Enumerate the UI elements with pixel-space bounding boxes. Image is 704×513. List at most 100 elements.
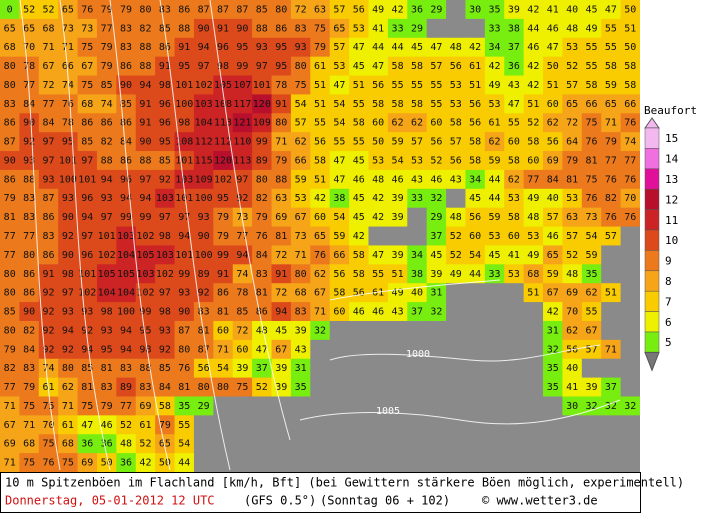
sea-cell bbox=[310, 415, 331, 435]
gust-cell bbox=[543, 56, 563, 77]
gust-cell bbox=[58, 226, 79, 246]
sea-cell bbox=[484, 339, 505, 360]
gust-value: 52 bbox=[42, 4, 54, 15]
legend-swatch bbox=[644, 188, 660, 210]
gust-cell bbox=[252, 94, 273, 114]
gust-cell bbox=[116, 339, 137, 360]
gust-value: 71 bbox=[217, 344, 229, 355]
gust-cell bbox=[155, 37, 176, 58]
gust-value: 79 bbox=[256, 212, 268, 223]
gust-cell bbox=[310, 226, 331, 246]
gust-value: 100 bbox=[195, 193, 213, 204]
gust-value: 76 bbox=[81, 4, 93, 15]
sea-cell bbox=[368, 226, 389, 246]
gust-cell bbox=[310, 113, 331, 133]
gust-cell bbox=[271, 0, 292, 20]
gust-value: 98 bbox=[159, 80, 171, 91]
gust-cell bbox=[562, 396, 583, 416]
sea-cell bbox=[426, 358, 447, 379]
gust-value: 43 bbox=[411, 174, 423, 185]
gust-cell bbox=[155, 188, 176, 209]
gust-cell bbox=[581, 396, 602, 416]
gust-value: 74 bbox=[42, 363, 54, 374]
gust-value: 29 bbox=[430, 212, 442, 223]
gust-value: 90 bbox=[178, 307, 190, 318]
gust-value: 80 bbox=[4, 61, 16, 72]
gust-cell bbox=[349, 245, 369, 265]
gust-value: 52 bbox=[450, 231, 462, 242]
gust-value: 48 bbox=[566, 23, 578, 34]
gust-cell bbox=[562, 358, 583, 379]
gust-value: 47 bbox=[508, 99, 520, 110]
gust-value: 87 bbox=[198, 344, 210, 355]
gust-value: 71 bbox=[62, 42, 74, 53]
gust-cell bbox=[426, 75, 447, 95]
gust-value: 80 bbox=[275, 4, 287, 15]
sea-cell bbox=[329, 358, 350, 379]
legend-label: 12 bbox=[665, 193, 678, 206]
gust-cell bbox=[135, 0, 156, 20]
gust-cell bbox=[562, 302, 583, 322]
gust-value: 92 bbox=[159, 174, 171, 185]
gust-value: 32 bbox=[430, 307, 442, 318]
gust-value: 47 bbox=[430, 42, 442, 53]
gust-cell bbox=[523, 264, 544, 284]
gust-value: 98 bbox=[101, 307, 113, 318]
gust-value: 42 bbox=[547, 307, 559, 318]
gust-cell bbox=[135, 132, 156, 152]
gust-cell bbox=[271, 56, 292, 77]
gust-cell bbox=[271, 377, 292, 397]
gust-value: 78 bbox=[236, 288, 248, 299]
gust-value: 72 bbox=[295, 4, 307, 15]
sea-cell bbox=[407, 377, 428, 397]
gust-cell bbox=[543, 94, 563, 114]
gust-cell bbox=[290, 188, 311, 209]
gust-cell bbox=[38, 151, 59, 171]
sea-cell bbox=[504, 415, 525, 435]
legend-swatch bbox=[644, 290, 660, 312]
sea-cell bbox=[446, 320, 466, 341]
gust-value: 76 bbox=[256, 231, 268, 242]
gust-value: 57 bbox=[295, 118, 307, 129]
gust-value: 56 bbox=[198, 363, 210, 374]
gust-cell bbox=[349, 207, 369, 228]
gust-cell bbox=[58, 56, 79, 77]
sea-cell bbox=[349, 377, 369, 397]
sea-cell bbox=[368, 320, 389, 341]
gust-value: 85 bbox=[256, 4, 268, 15]
gust-cell bbox=[543, 264, 563, 284]
gust-value: 56 bbox=[469, 118, 481, 129]
gust-value: 54 bbox=[295, 99, 307, 110]
gust-value: 51 bbox=[527, 99, 539, 110]
gust-value: 105 bbox=[98, 269, 116, 280]
legend-label: 14 bbox=[665, 153, 679, 166]
gust-value: 102 bbox=[156, 269, 174, 280]
gust-cell bbox=[290, 283, 311, 303]
gust-value: 61 bbox=[314, 61, 326, 72]
gust-cell bbox=[543, 37, 563, 58]
gust-cell bbox=[135, 18, 156, 39]
gust-value: 89 bbox=[120, 382, 132, 393]
gust-value: 93 bbox=[62, 307, 74, 318]
gust-value: 71 bbox=[4, 458, 16, 469]
gust-cell bbox=[193, 302, 214, 322]
gust-value: 101 bbox=[253, 80, 271, 91]
gust-value: 75 bbox=[236, 382, 248, 393]
gust-value: 84 bbox=[256, 250, 268, 261]
gust-cell bbox=[232, 94, 253, 114]
gust-value: 85 bbox=[236, 307, 248, 318]
gust-cell bbox=[38, 396, 59, 416]
gust-cell bbox=[116, 320, 137, 341]
gust-cell bbox=[387, 18, 408, 39]
gust-value: 42 bbox=[139, 458, 151, 469]
gust-value: 58 bbox=[333, 288, 345, 299]
gust-cell bbox=[368, 302, 389, 322]
gust-value: 48 bbox=[120, 439, 132, 450]
gust-value: 80 bbox=[4, 325, 16, 336]
gust-cell bbox=[368, 0, 389, 20]
gust-cell bbox=[38, 245, 59, 265]
gust-cell bbox=[290, 226, 311, 246]
gust-cell bbox=[193, 151, 214, 171]
gust-cell bbox=[135, 320, 156, 341]
gust-value: 90 bbox=[23, 118, 35, 129]
